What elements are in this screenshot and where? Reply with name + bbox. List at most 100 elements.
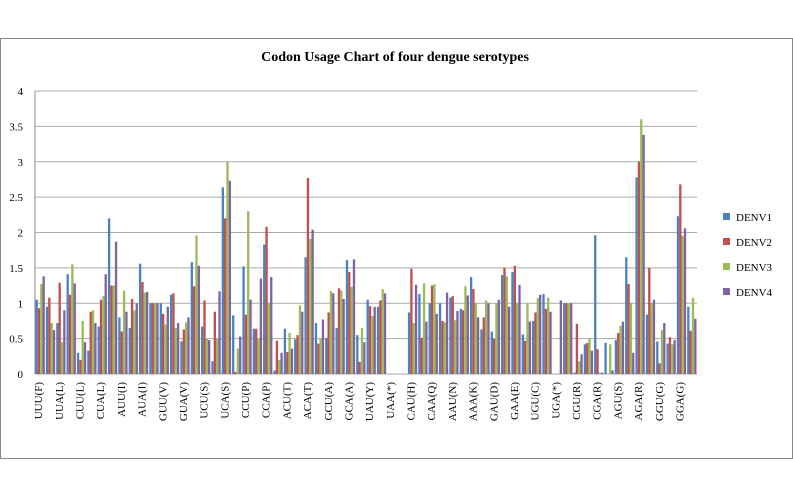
x-tick-label: GCA(A) <box>343 382 355 421</box>
bar <box>691 297 695 374</box>
bar <box>213 311 217 374</box>
bar <box>422 283 426 374</box>
chart-frame <box>0 38 793 459</box>
y-tick-label: 3 <box>18 157 24 169</box>
bar <box>76 352 80 374</box>
bar <box>128 328 131 374</box>
bar <box>694 318 697 374</box>
chart-title: Codon Usage Chart of four dengue serotyp… <box>261 50 529 65</box>
bar <box>265 226 268 374</box>
y-tick-label: 0 <box>18 369 24 381</box>
bar <box>143 292 146 374</box>
bar <box>263 244 266 374</box>
x-tick-label: CAU(H) <box>406 382 418 421</box>
bar <box>635 177 638 374</box>
x-tick-label: CAA(Q) <box>426 382 438 421</box>
bar <box>294 339 297 374</box>
bar <box>464 286 467 374</box>
bar <box>278 359 281 374</box>
bar <box>83 342 87 374</box>
bar <box>42 276 45 374</box>
bar <box>125 311 128 374</box>
bar <box>580 354 583 374</box>
x-tick-label: UGU(C) <box>530 382 542 421</box>
legend-swatch <box>723 288 730 295</box>
bar <box>145 291 149 374</box>
bar <box>565 303 568 374</box>
bar <box>174 328 177 374</box>
bar <box>435 313 438 374</box>
bar <box>337 288 341 374</box>
bar <box>207 340 211 374</box>
x-tick-label: UUU(F) <box>33 382 45 420</box>
x-tick-label: GAA(E) <box>509 382 521 420</box>
bar <box>172 293 175 374</box>
bar <box>79 359 82 374</box>
y-tick-label: 4 <box>18 86 24 98</box>
bar <box>528 321 531 374</box>
bar <box>673 340 676 374</box>
bar <box>578 361 581 374</box>
bar <box>575 323 579 374</box>
bar <box>492 338 496 374</box>
bar <box>35 299 38 374</box>
bar <box>56 323 59 374</box>
bar <box>652 299 656 374</box>
bar <box>156 303 159 374</box>
bar <box>430 285 434 374</box>
bar <box>224 218 227 374</box>
bar <box>236 348 240 374</box>
bar <box>503 267 506 374</box>
bar <box>604 342 607 374</box>
x-tick-label: CUU(L) <box>75 382 87 420</box>
bar <box>153 303 157 374</box>
bar <box>658 363 661 374</box>
bar <box>319 338 322 374</box>
x-tick-label: GUA(V) <box>178 382 190 421</box>
bar <box>321 319 325 374</box>
bar <box>679 184 682 374</box>
bar <box>296 335 299 374</box>
x-tick-label: CCU(P) <box>240 382 252 418</box>
bar <box>37 308 41 374</box>
bar <box>567 303 571 374</box>
legend-swatch <box>723 263 730 270</box>
bar <box>247 211 250 374</box>
bar <box>511 272 514 374</box>
bar <box>420 337 423 374</box>
bar <box>197 265 200 374</box>
bar <box>114 241 118 374</box>
y-tick-label: 2.5 <box>9 192 23 204</box>
bar <box>563 303 566 374</box>
bar <box>52 330 56 374</box>
x-tick-label: UUA(L) <box>54 382 66 420</box>
bar <box>637 161 641 374</box>
bar <box>632 352 635 374</box>
bar <box>445 292 449 374</box>
bar <box>193 286 196 374</box>
bar <box>122 290 126 374</box>
bar <box>311 229 314 374</box>
bar <box>298 305 302 374</box>
bar <box>288 332 291 374</box>
bar <box>544 308 548 374</box>
bar <box>619 325 622 374</box>
bar <box>169 294 173 374</box>
bar <box>345 260 349 374</box>
bar <box>428 303 431 374</box>
bar <box>469 277 473 374</box>
x-tick-label: GCU(A) <box>323 382 335 421</box>
bar <box>418 294 421 374</box>
bar <box>588 338 591 374</box>
bar <box>63 310 66 374</box>
bar <box>371 315 374 374</box>
bar <box>309 238 312 374</box>
legend-swatch <box>723 213 730 220</box>
y-tick-label: 1 <box>18 298 24 310</box>
bar <box>412 323 415 374</box>
bar <box>614 340 618 374</box>
bar <box>645 314 649 374</box>
bar <box>89 311 92 374</box>
bar <box>317 343 320 374</box>
bar <box>666 343 669 374</box>
